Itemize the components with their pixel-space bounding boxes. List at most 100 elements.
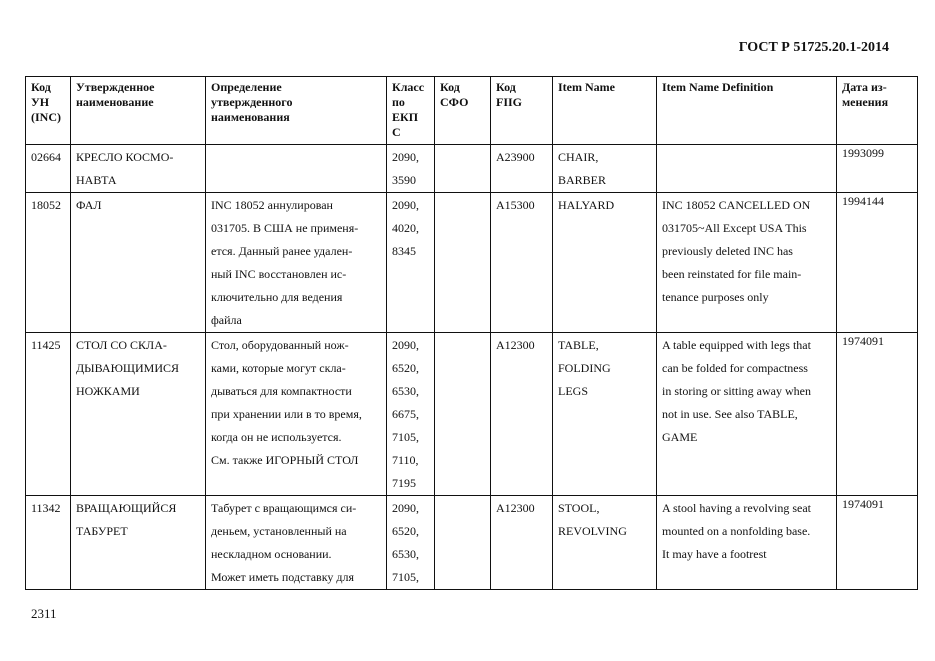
cell-line: REVOLVING [558, 524, 627, 538]
header-line: Item Name [558, 80, 615, 94]
cell-line: при хранении или в то время, [211, 407, 362, 421]
cell-line: Может иметь подставку для [211, 570, 354, 584]
header-line: наименование [76, 95, 154, 109]
cell-item-def: INC 18052 CANCELLED ON 031705~All Except … [656, 192, 837, 333]
header-line: FIIG [496, 95, 523, 109]
cell-line: It may have a footrest [662, 547, 767, 561]
cell-fiig: A23900 [490, 144, 553, 193]
cell-line: ВРАЩАЮЩИЙСЯ [76, 501, 177, 515]
cell-line: деньем, установленный на [211, 524, 347, 538]
cell-line: tenance purposes only [662, 290, 769, 304]
cell-line: 11425 [31, 338, 61, 352]
cell-line: 11342 [31, 501, 61, 515]
cell-line: 7195 [392, 476, 416, 490]
cell-item-def: A table equipped with legs that can be fo… [656, 332, 837, 496]
header-line: Дата из- [842, 80, 887, 94]
cell-item-name: CHAIR, BARBER [552, 144, 657, 193]
cell-line: HALYARD [558, 198, 615, 212]
cell-line: 6520, [392, 524, 419, 538]
cell-line: 6530, [392, 547, 419, 561]
standard-designation: ГОСТ Р 51725.20.1-2014 [738, 40, 889, 55]
table-row: 11342 ВРАЩАЮЩИЙСЯ ТАБУРЕТ Табурет с вращающ… [25, 495, 918, 590]
cell-date: 1974091 [836, 332, 918, 496]
cell-line: когда он не используется. [211, 430, 342, 444]
cell-sfo [434, 332, 491, 496]
cell-line: 2090, [392, 338, 419, 352]
cell-item-def [656, 144, 837, 193]
cell-name: ВРАЩАЮЩИЙСЯ ТАБУРЕТ [70, 495, 206, 590]
cell-line: A12300 [496, 338, 535, 352]
header-line: Утвержденное [76, 80, 155, 94]
cell-line: can be folded for compactness [662, 361, 808, 375]
cell-line: 7105, [392, 570, 419, 584]
cell-line: НОЖКАМИ [76, 384, 140, 398]
header-line: Код [440, 80, 460, 94]
cell-sfo [434, 144, 491, 193]
cell-line: 1974091 [842, 497, 884, 511]
header-line: наименования [211, 110, 290, 124]
cell-line: LEGS [558, 384, 588, 398]
column-header: Item Name [552, 76, 657, 145]
cell-inc: 02664 [25, 144, 71, 193]
cell-line: 6530, [392, 384, 419, 398]
cell-line: 6520, [392, 361, 419, 375]
cell-line: СТОЛ СО СКЛА- [76, 338, 167, 352]
cell-line: 02664 [31, 150, 61, 164]
cell-line: 18052 [31, 198, 61, 212]
cell-inc: 18052 [25, 192, 71, 333]
cell-fiig: A12300 [490, 332, 553, 496]
cell-line: файла [211, 313, 242, 327]
cell-inc: 11342 [25, 495, 71, 590]
cell-definition [205, 144, 387, 193]
column-header: Код УН (INC) [25, 76, 71, 145]
column-header: Код СФО [434, 76, 491, 145]
column-header: Дата из-менения [836, 76, 918, 145]
cell-line: FOLDING [558, 361, 611, 375]
cell-class: 2090, 3590 [386, 144, 435, 193]
cell-line: КРЕСЛО КОСМО- [76, 150, 174, 164]
cell-name: СТОЛ СО СКЛА- ДЫВАЮЩИМИСЯ НОЖКАМИ [70, 332, 206, 496]
header-line: ЕКП [392, 110, 419, 124]
cell-line: INC 18052 CANCELLED ON [662, 198, 811, 212]
cell-item-def: A stool having a revolving seat mounted o… [656, 495, 837, 590]
header-line: СФО [440, 95, 469, 109]
cell-line: 8345 [392, 244, 416, 258]
cell-line: previously deleted INC has [662, 244, 793, 258]
column-header: Класс по ЕКП С [386, 76, 435, 145]
column-header: Item Name Definition [656, 76, 837, 145]
cell-line: GAME [662, 430, 698, 444]
header-line: Определение [211, 80, 282, 94]
cell-line: 3590 [392, 173, 416, 187]
header-line: С [392, 125, 401, 139]
table-row: 11425 СТОЛ СО СКЛА- ДЫВАЮЩИМИСЯ НОЖКАМИ Стол… [25, 332, 918, 496]
cell-line: mounted on a nonfolding base. [662, 524, 811, 538]
cell-definition: Стол, оборудованный нож-ками, которые мо… [205, 332, 387, 496]
cell-line: A table equipped with legs that [662, 338, 811, 352]
header-line: Код [31, 80, 51, 94]
cell-line: STOOL, [558, 501, 600, 515]
cell-line: been reinstated for file main- [662, 267, 802, 281]
cell-name: ФАЛ [70, 192, 206, 333]
cell-line: ключительно для ведения [211, 290, 343, 304]
cell-line: A12300 [496, 501, 535, 515]
column-header: Утвержденное наименование [70, 76, 206, 145]
cell-line: ный INC восстановлен ис- [211, 267, 347, 281]
header-line: Item Name Definition [662, 80, 774, 94]
cell-line: INC 18052 аннулирован [211, 198, 333, 212]
table-header-row: Код УН (INC) Утвержденное наименование Опреде… [25, 76, 918, 145]
cell-line: 1974091 [842, 334, 884, 348]
cell-line: CHAIR, [558, 150, 599, 164]
cell-line: 1993099 [842, 146, 884, 160]
cell-line: 4020, [392, 221, 419, 235]
cell-date: 1994144 [836, 192, 918, 333]
cell-item-name: HALYARD [552, 192, 657, 333]
cell-name: КРЕСЛО КОСМО- НАВТА [70, 144, 206, 193]
header-line: Код [496, 80, 516, 94]
cell-line: дываться для компактности [211, 384, 352, 398]
header-line: по [392, 95, 405, 109]
cell-item-name: STOOL, REVOLVING [552, 495, 657, 590]
cell-line: ФАЛ [76, 198, 102, 212]
cell-definition: Табурет с вращающимся си-деньем, установ… [205, 495, 387, 590]
header-line: (INC) [31, 110, 61, 124]
